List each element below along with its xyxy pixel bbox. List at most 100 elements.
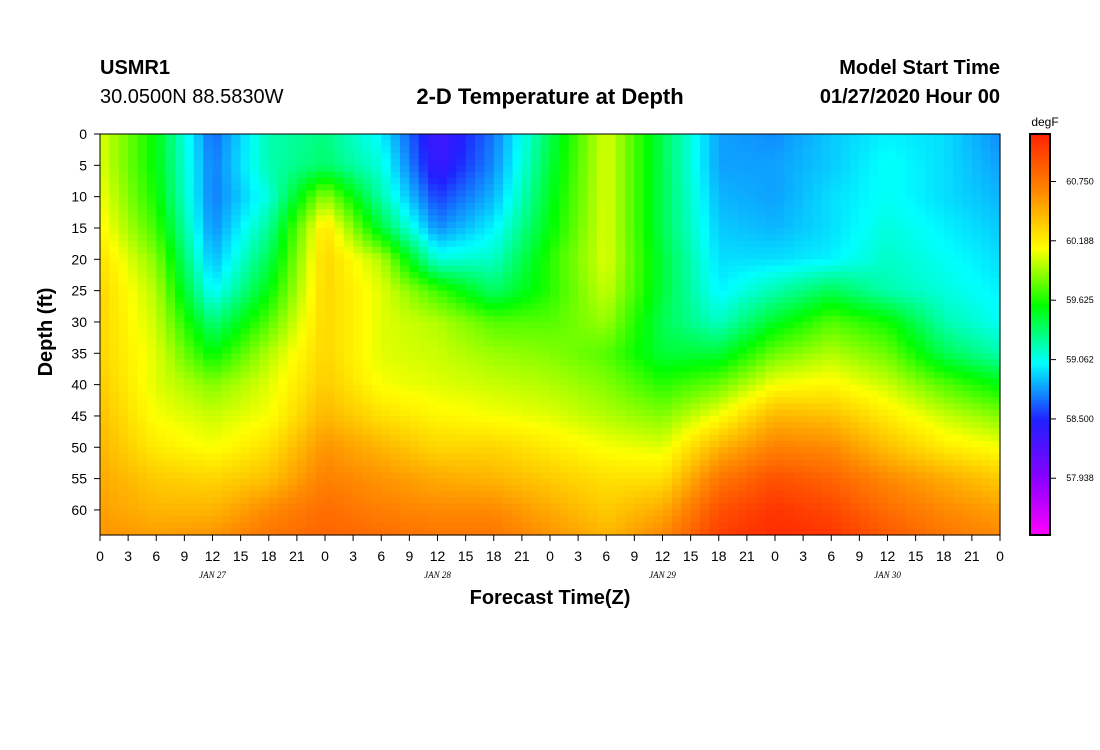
heatmap-cell	[718, 372, 729, 379]
heatmap-cell	[343, 259, 354, 267]
heatmap-cell	[718, 209, 729, 217]
heatmap-cell	[878, 184, 889, 191]
heatmap-cell	[812, 353, 823, 361]
heatmap-cell	[690, 434, 701, 442]
heatmap-cell	[812, 434, 823, 442]
heatmap-cell	[146, 321, 157, 329]
heatmap-cell	[475, 253, 485, 260]
heatmap-cell	[775, 409, 785, 417]
heatmap-cell	[990, 159, 1001, 166]
heatmap-cell	[681, 428, 692, 436]
heatmap-cell	[456, 434, 467, 442]
heatmap-cell	[531, 447, 542, 455]
heatmap-cell	[840, 265, 851, 273]
heatmap-cell	[700, 415, 710, 423]
heatmap-cell	[765, 384, 776, 392]
heatmap-cell	[390, 403, 401, 411]
heatmap-cell	[690, 296, 701, 304]
heatmap-cell	[634, 253, 645, 260]
heatmap-cell	[250, 253, 260, 260]
heatmap-cell	[475, 390, 485, 398]
heatmap-cell	[746, 215, 757, 223]
heatmap-cell	[250, 347, 260, 354]
heatmap-cell	[878, 177, 889, 185]
heatmap-cell	[315, 184, 326, 191]
heatmap-cell	[240, 441, 251, 448]
heatmap-cell	[371, 422, 382, 430]
heatmap-cell	[203, 265, 214, 273]
heatmap-cell	[465, 290, 476, 298]
heatmap-cell	[296, 221, 307, 229]
heatmap-cell	[775, 227, 785, 235]
heatmap-cell	[615, 453, 626, 461]
heatmap-cell	[990, 259, 1001, 267]
heatmap-cell	[428, 353, 439, 361]
heatmap-cell	[915, 309, 926, 317]
heatmap-cell	[765, 347, 776, 354]
heatmap-cell	[971, 209, 982, 217]
heatmap-cell	[925, 152, 935, 160]
heatmap-cell	[709, 259, 720, 267]
heatmap-cell	[184, 422, 195, 430]
heatmap-cell	[250, 284, 260, 292]
heatmap-cell	[896, 340, 907, 348]
heatmap-cell	[990, 384, 1001, 392]
heatmap-cell	[850, 184, 860, 191]
heatmap-cell	[137, 359, 148, 367]
heatmap-cell	[231, 253, 242, 260]
heatmap-cell	[981, 378, 992, 386]
heatmap-cell	[325, 146, 335, 154]
heatmap-cell	[540, 347, 551, 354]
heatmap-cell	[953, 227, 964, 235]
heatmap-cell	[156, 134, 167, 141]
heatmap-cell	[493, 384, 504, 392]
heatmap-cell	[456, 196, 467, 204]
heatmap-cell	[493, 365, 504, 373]
heatmap-cell	[512, 271, 523, 279]
heatmap-cell	[325, 403, 335, 411]
heatmap-cell	[437, 334, 448, 342]
heatmap-cell	[512, 353, 523, 361]
heatmap-cell	[878, 415, 889, 423]
heatmap-cell	[296, 359, 307, 367]
heatmap-cell	[775, 190, 785, 198]
heatmap-cell	[465, 422, 476, 430]
heatmap-cell	[700, 171, 710, 179]
heatmap-cell	[493, 227, 504, 235]
heatmap-cell	[287, 390, 298, 398]
heatmap-cell	[653, 152, 664, 160]
heatmap-cell	[278, 215, 289, 223]
heatmap-cell	[418, 246, 429, 254]
heatmap-cell	[793, 284, 804, 292]
heatmap-cell	[634, 202, 645, 210]
heatmap-cell	[287, 422, 298, 430]
heatmap-cell	[746, 140, 757, 148]
heatmap-cell	[784, 397, 795, 405]
heatmap-cell	[550, 315, 560, 323]
heatmap-cell	[362, 215, 373, 223]
heatmap-cell	[803, 146, 814, 154]
heatmap-cell	[503, 415, 514, 423]
heatmap-cell	[315, 321, 326, 329]
heatmap-cell	[596, 428, 607, 436]
heatmap-cell	[456, 134, 467, 141]
heatmap-cell	[315, 234, 326, 242]
heatmap-cell	[756, 365, 767, 373]
heatmap-cell	[578, 165, 589, 173]
heatmap-cell	[334, 284, 345, 292]
heatmap-cell	[100, 409, 110, 417]
heatmap-cell	[915, 234, 926, 242]
heatmap-cell	[287, 221, 298, 229]
heatmap-cell	[887, 303, 898, 311]
heatmap-cell	[615, 209, 626, 217]
heatmap-cell	[681, 415, 692, 423]
heatmap-cell	[184, 321, 195, 329]
heatmap-cell	[653, 340, 664, 348]
heatmap-cell	[662, 253, 673, 260]
heatmap-cell	[971, 234, 982, 242]
heatmap-cell	[118, 296, 129, 304]
heatmap-cell	[587, 215, 598, 223]
heatmap-cell	[925, 234, 935, 242]
heatmap-cell	[250, 259, 260, 267]
heatmap-cell	[118, 434, 129, 442]
